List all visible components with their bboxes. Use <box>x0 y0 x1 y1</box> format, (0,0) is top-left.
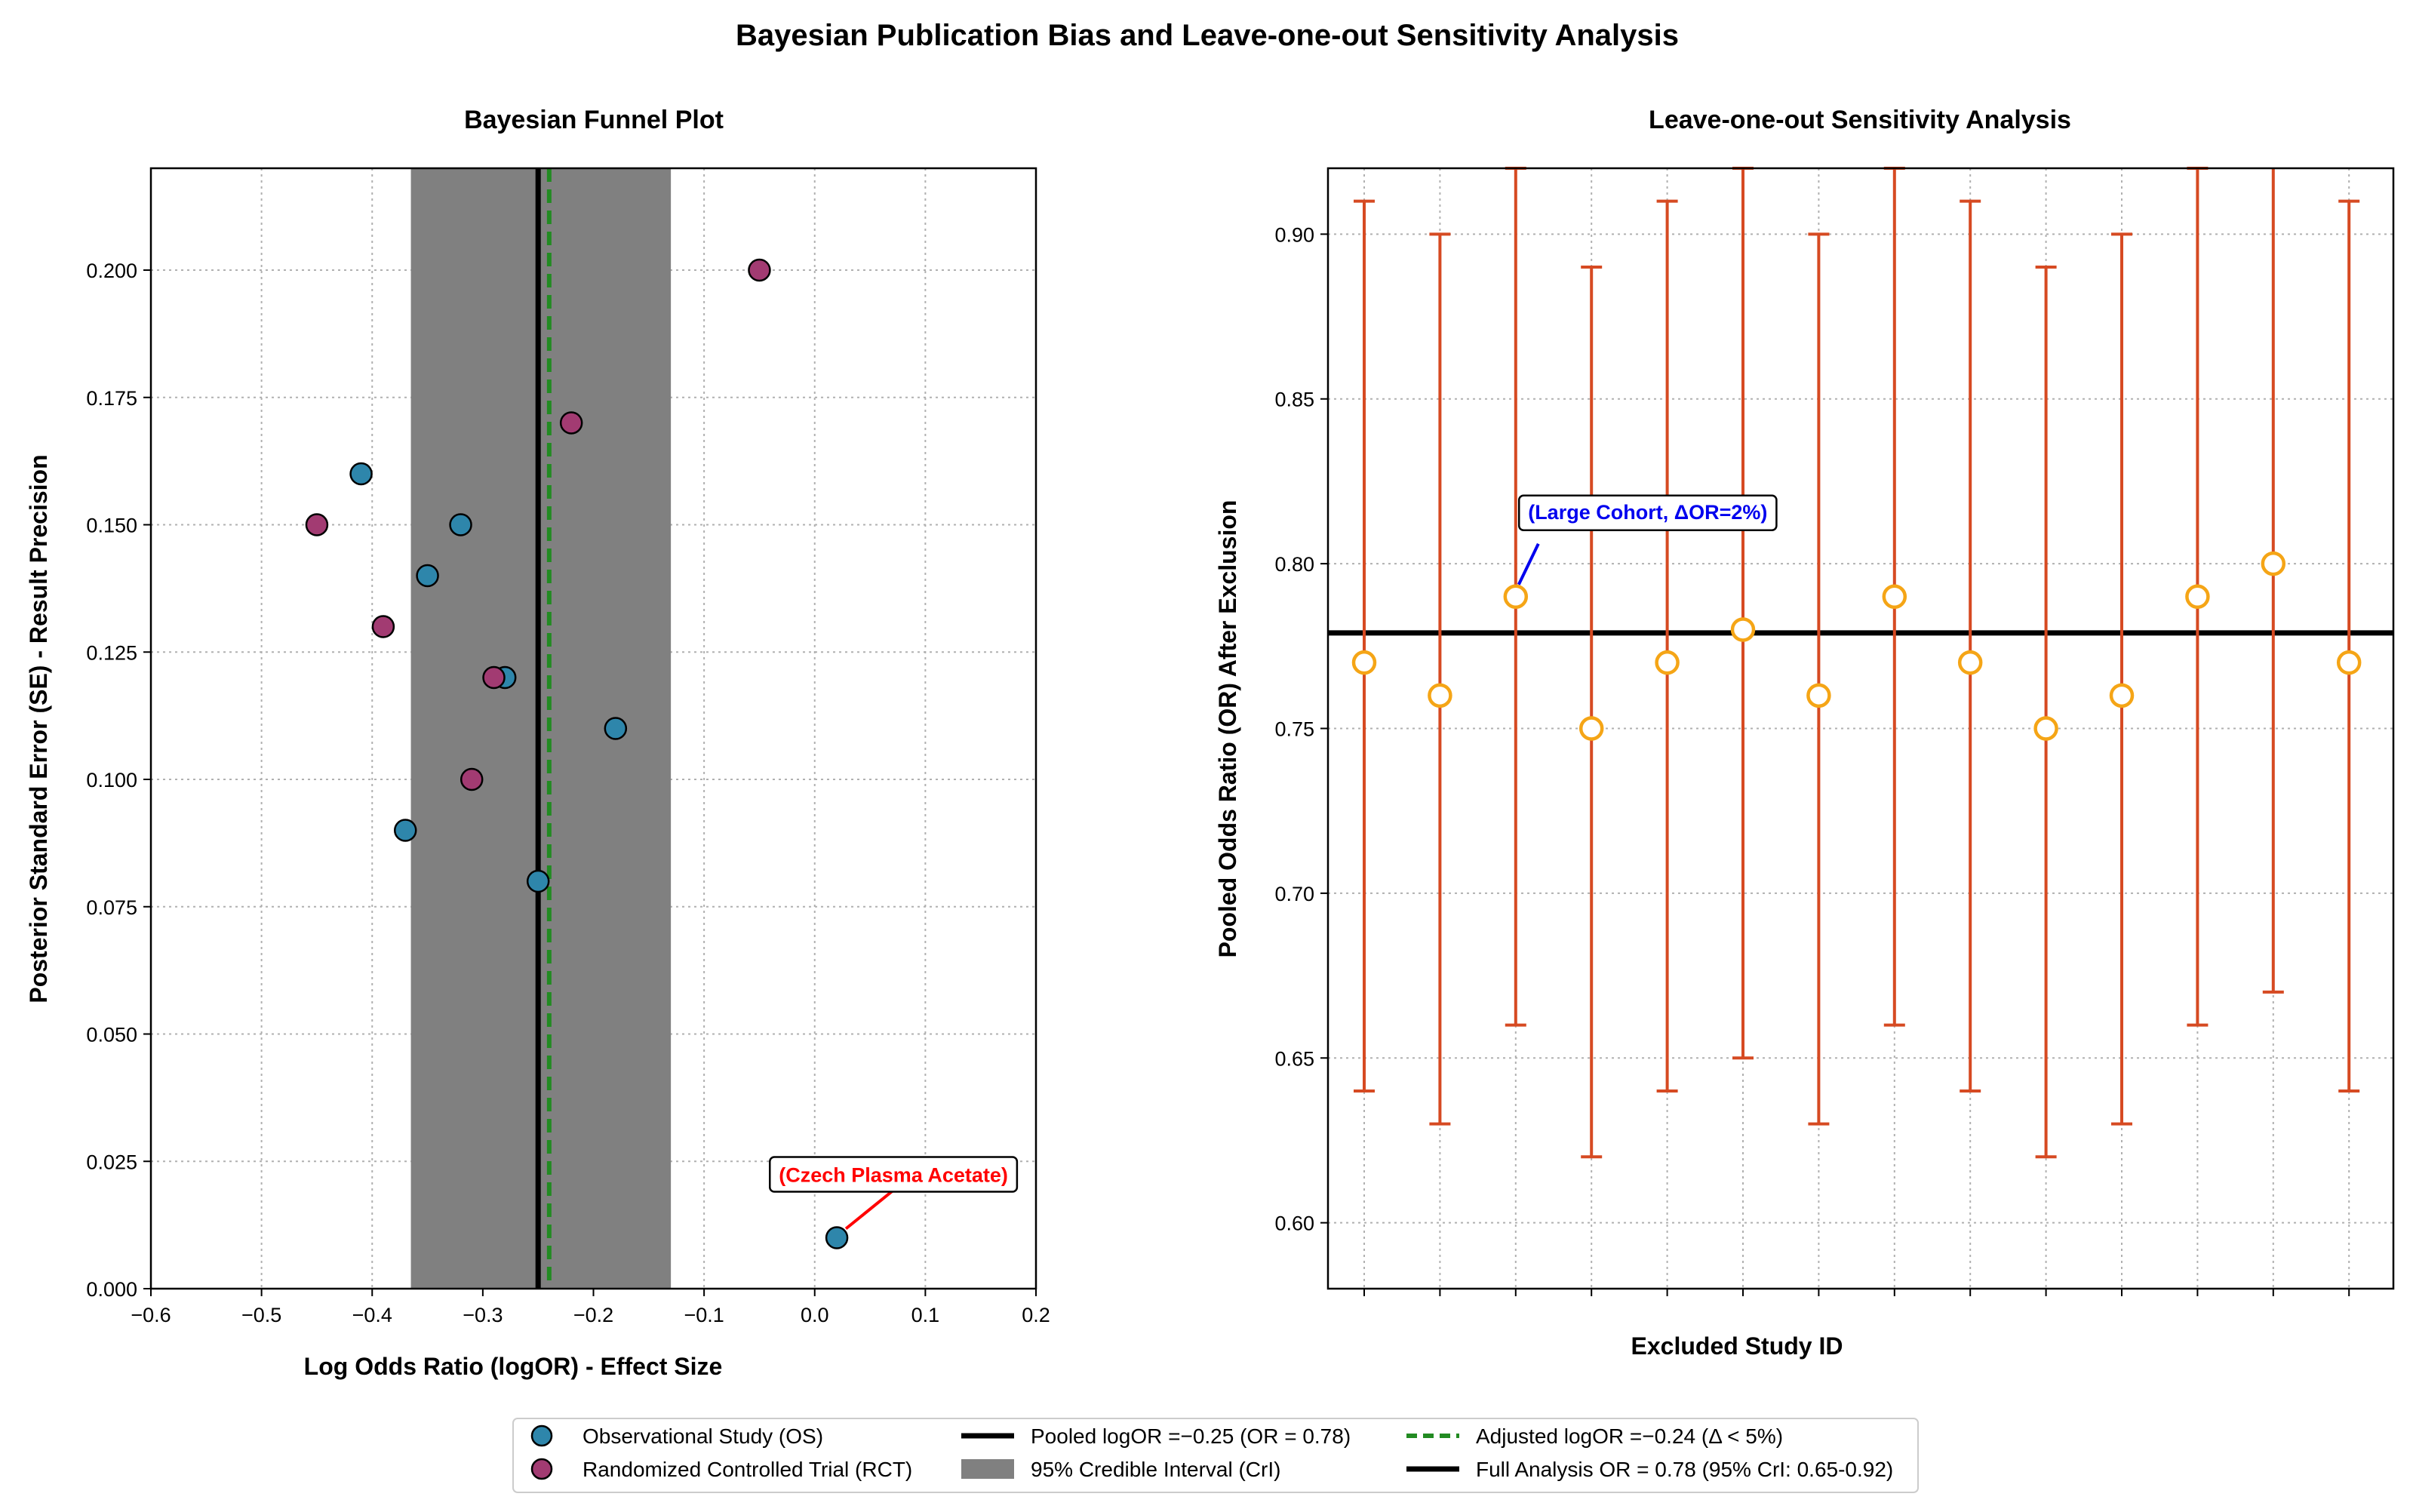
legend-label: Randomized Controlled Trial (RCT) <box>583 1458 912 1481</box>
x-tick-label: −0.3 <box>463 1304 503 1326</box>
funnel-x-axis-label: Log Odds Ratio (logOR) - Effect Size <box>304 1353 723 1380</box>
x-tick-label: −0.2 <box>573 1304 613 1326</box>
x-tick-label: 0.0 <box>801 1304 829 1326</box>
figure-title: Bayesian Publication Bias and Leave-one-… <box>736 19 1679 52</box>
loo-ticks: 0.60 0.65 0.70 0.75 0.80 0.85 0.90 <box>1274 223 2350 1296</box>
legend-label: Pooled logOR =−0.25 (OR = 0.78) <box>1031 1424 1351 1448</box>
rct-legend-marker <box>530 1458 553 1480</box>
loo-point <box>1503 584 1529 610</box>
loo-point <box>1882 584 1907 610</box>
x-tick-label: −0.1 <box>684 1304 724 1326</box>
large-cohort-annotation: (Large Cohort, ΔOR=2%) <box>1517 494 1778 585</box>
legend-label: Full Analysis OR = 0.78 (95% CrI: 0.65-0… <box>1476 1458 1893 1481</box>
y-tick-label: 0.65 <box>1274 1047 1314 1070</box>
funnel-plot-panel: Bayesian Funnel Plot (Czech Plasma Aceta… <box>25 106 1050 1380</box>
y-tick-label: 0.000 <box>86 1278 137 1301</box>
y-tick-label: 0.60 <box>1274 1212 1314 1235</box>
loo-point <box>1428 683 1452 708</box>
loo-x-axis-label: Excluded Study ID <box>1631 1332 1843 1360</box>
y-tick-label: 0.150 <box>86 515 137 537</box>
y-tick-label: 0.90 <box>1274 223 1314 246</box>
gray-patch-swatch <box>961 1459 1014 1479</box>
legend-item: Observational Study (OS) <box>530 1424 823 1448</box>
os-point <box>825 1226 849 1249</box>
x-tick-label: −0.6 <box>131 1304 171 1326</box>
y-tick-label: 0.80 <box>1274 553 1314 576</box>
legend-frame <box>512 1418 1919 1493</box>
x-tick-label: −0.4 <box>352 1304 392 1326</box>
loo-point <box>1655 650 1680 675</box>
annotation-text: (Czech Plasma Acetate) <box>779 1164 1008 1187</box>
os-point <box>526 869 550 893</box>
funnel-points <box>305 258 849 1249</box>
legend-item: Randomized Controlled Trial (RCT) <box>530 1458 912 1481</box>
czech-plasma-annotation: (Czech Plasma Acetate) <box>769 1156 1019 1231</box>
legend-item: Full Analysis OR = 0.78 (95% CrI: 0.65-0… <box>1406 1458 1893 1481</box>
loo-point <box>1730 617 1756 642</box>
rct-point <box>482 665 506 690</box>
y-tick-label: 0.125 <box>86 641 137 664</box>
y-tick-label: 0.025 <box>86 1151 137 1173</box>
rct-point <box>460 767 484 791</box>
os-legend-marker <box>530 1424 553 1447</box>
rct-point <box>748 258 771 282</box>
funnel-plot-title: Bayesian Funnel Plot <box>464 106 724 134</box>
y-tick-label: 0.075 <box>86 896 137 919</box>
annotation-box <box>1517 494 1778 532</box>
funnel-ticks: −0.6 −0.5 −0.4 −0.3 −0.2 −0.1 0.0 0.1 0.2 0.000 0.… <box>86 260 1050 1326</box>
loo-point <box>1351 650 1377 675</box>
legend-item: Pooled logOR =−0.25 (OR = 0.78) <box>961 1424 1351 1448</box>
y-tick-label: 0.175 <box>86 387 137 410</box>
y-tick-label: 0.050 <box>86 1024 137 1046</box>
loo-point <box>2336 650 2362 675</box>
loo-point <box>2109 683 2135 708</box>
loo-point <box>1806 683 1831 708</box>
x-tick-label: 0.1 <box>911 1304 940 1326</box>
funnel-y-axis-label: Posterior Standard Error (SE) - Result P… <box>25 454 52 1003</box>
os-point <box>604 717 628 740</box>
loo-point <box>1578 716 1604 741</box>
loo-point <box>2033 716 2058 741</box>
loo-title: Leave-one-out Sensitivity Analysis <box>1649 106 2071 134</box>
legend-label: Adjusted logOR =−0.24 (Δ < 5%) <box>1476 1424 1783 1448</box>
rct-point <box>305 513 329 536</box>
os-point <box>416 564 439 588</box>
os-point <box>449 513 472 536</box>
y-tick-label: 0.200 <box>86 260 137 282</box>
loo-panel: Leave-one-out Sensitivity Analysis (Larg… <box>1214 106 2395 1360</box>
x-tick-label: −0.5 <box>241 1304 281 1326</box>
y-tick-label: 0.85 <box>1274 389 1314 411</box>
loo-point <box>2185 584 2210 610</box>
rct-point <box>371 615 395 638</box>
annotation-box <box>769 1156 1019 1193</box>
x-tick-label: 0.2 <box>1022 1304 1050 1326</box>
annotation-arrow <box>1517 542 1540 585</box>
y-tick-label: 0.70 <box>1274 883 1314 905</box>
loo-errorbars <box>1351 167 2362 1159</box>
annotation-text: (Large Cohort, ΔOR=2%) <box>1528 501 1767 524</box>
legend-label: 95% Credible Interval (CrI) <box>1031 1458 1280 1481</box>
loo-point <box>2261 551 2286 576</box>
os-point <box>349 462 373 486</box>
legend-item: Adjusted logOR =−0.24 (Δ < 5%) <box>1406 1424 1783 1448</box>
y-tick-label: 0.100 <box>86 769 137 791</box>
rct-point <box>559 411 583 435</box>
loo-y-axis-label: Pooled Odds Ratio (OR) After Exclusion <box>1214 500 1241 958</box>
legend: Observational Study (OS) Randomized Contr… <box>512 1418 1919 1493</box>
y-tick-label: 0.75 <box>1274 718 1314 741</box>
legend-item: 95% Credible Interval (CrI) <box>961 1458 1280 1481</box>
loo-point <box>1957 650 1983 675</box>
loo-grid <box>1328 168 2393 1289</box>
credible-interval-band <box>410 168 672 1289</box>
legend-label: Observational Study (OS) <box>583 1424 823 1448</box>
os-point <box>393 819 417 842</box>
annotation-arrow <box>844 1188 895 1231</box>
